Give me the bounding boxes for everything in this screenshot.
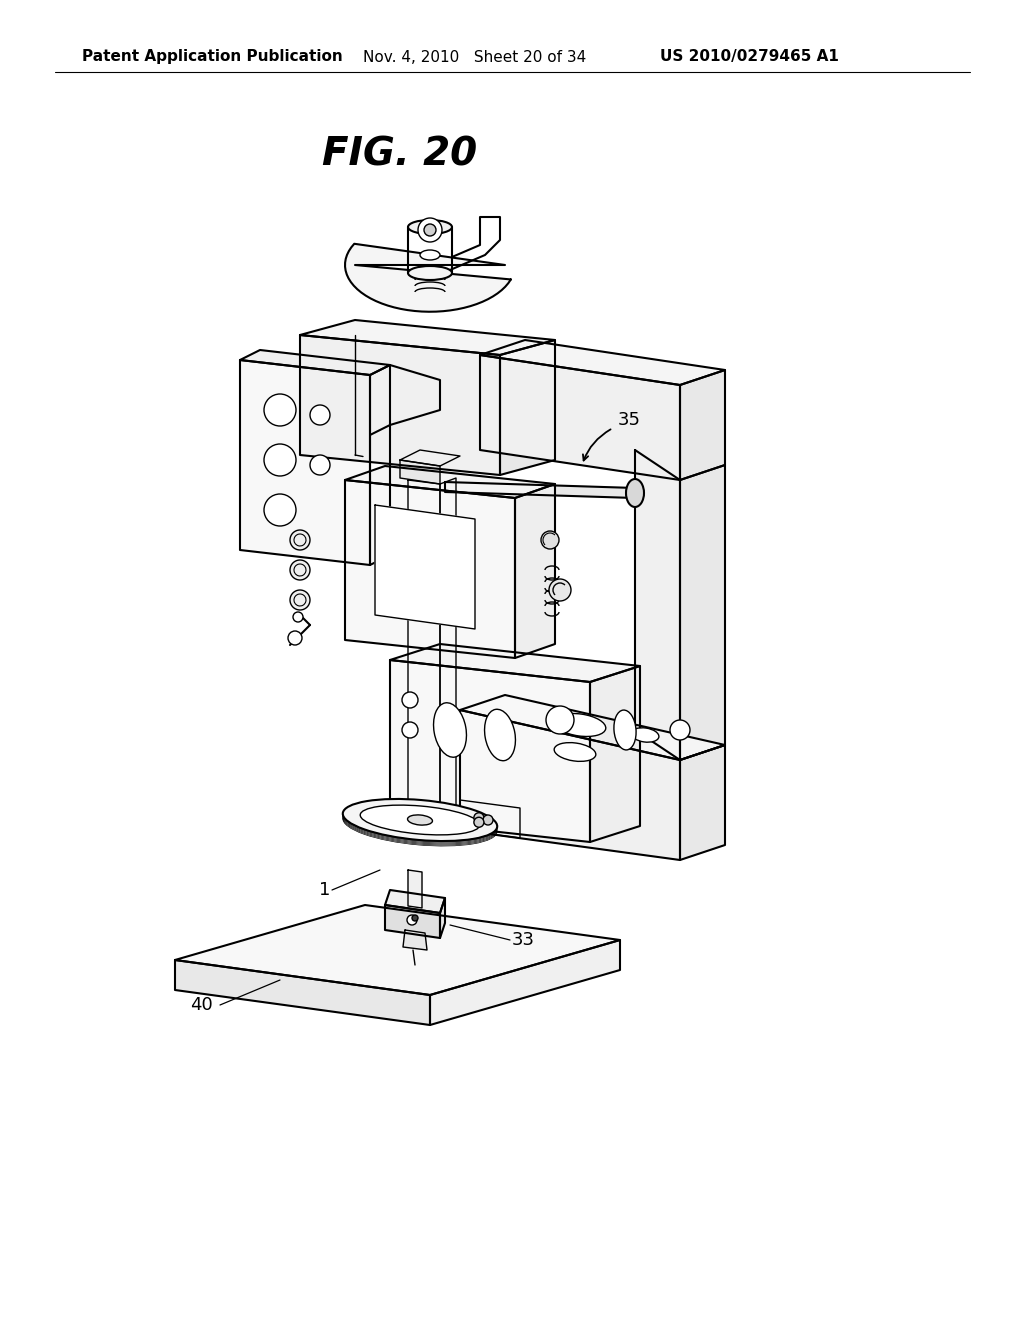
Polygon shape — [375, 506, 475, 630]
Ellipse shape — [360, 805, 480, 834]
Polygon shape — [445, 482, 635, 498]
Text: 40: 40 — [190, 997, 213, 1014]
Circle shape — [483, 814, 493, 825]
Polygon shape — [345, 466, 555, 498]
Polygon shape — [385, 906, 440, 939]
Ellipse shape — [420, 249, 440, 260]
Ellipse shape — [408, 220, 452, 234]
Circle shape — [290, 590, 310, 610]
Polygon shape — [460, 800, 520, 838]
Text: 35: 35 — [618, 411, 641, 429]
Circle shape — [474, 813, 484, 822]
Circle shape — [310, 455, 330, 475]
Polygon shape — [408, 480, 440, 824]
Ellipse shape — [554, 714, 606, 737]
Text: US 2010/0279465 A1: US 2010/0279465 A1 — [660, 49, 839, 65]
Polygon shape — [460, 710, 680, 861]
Circle shape — [546, 706, 574, 734]
Circle shape — [402, 722, 418, 738]
Polygon shape — [175, 906, 620, 995]
Circle shape — [418, 218, 442, 242]
Polygon shape — [345, 244, 511, 312]
Polygon shape — [403, 931, 427, 950]
Polygon shape — [440, 478, 456, 824]
Circle shape — [474, 817, 484, 828]
Circle shape — [288, 631, 302, 645]
Ellipse shape — [614, 710, 636, 750]
Circle shape — [541, 531, 559, 549]
Circle shape — [290, 560, 310, 579]
Circle shape — [310, 405, 330, 425]
Ellipse shape — [433, 702, 467, 758]
Ellipse shape — [408, 267, 452, 280]
Polygon shape — [390, 644, 640, 682]
Polygon shape — [408, 870, 422, 908]
Text: 1: 1 — [318, 880, 330, 899]
Polygon shape — [400, 450, 460, 466]
Polygon shape — [400, 459, 440, 484]
Polygon shape — [440, 898, 445, 939]
Circle shape — [424, 224, 436, 236]
Polygon shape — [240, 350, 390, 375]
Ellipse shape — [484, 709, 515, 760]
Polygon shape — [680, 465, 725, 760]
Polygon shape — [680, 744, 725, 861]
Circle shape — [264, 494, 296, 525]
Circle shape — [407, 915, 417, 925]
Ellipse shape — [343, 799, 498, 841]
Polygon shape — [240, 360, 370, 565]
Polygon shape — [680, 370, 725, 480]
Circle shape — [264, 444, 296, 477]
Text: Patent Application Publication: Patent Application Publication — [82, 49, 343, 65]
Polygon shape — [175, 960, 430, 1026]
Polygon shape — [500, 341, 555, 475]
Polygon shape — [385, 890, 445, 913]
Polygon shape — [430, 940, 620, 1026]
Text: 33: 33 — [512, 931, 535, 949]
Polygon shape — [345, 480, 515, 657]
Polygon shape — [635, 450, 680, 760]
Circle shape — [549, 579, 571, 601]
Circle shape — [264, 393, 296, 426]
Ellipse shape — [408, 814, 432, 825]
Circle shape — [293, 612, 303, 622]
Polygon shape — [460, 696, 725, 760]
Polygon shape — [390, 660, 590, 842]
Circle shape — [290, 531, 310, 550]
Ellipse shape — [554, 743, 596, 762]
Polygon shape — [300, 335, 500, 475]
Polygon shape — [590, 667, 640, 842]
Polygon shape — [300, 319, 555, 355]
Circle shape — [412, 915, 418, 921]
Polygon shape — [515, 484, 555, 657]
Ellipse shape — [631, 727, 658, 742]
Text: Nov. 4, 2010   Sheet 20 of 34: Nov. 4, 2010 Sheet 20 of 34 — [362, 49, 587, 65]
Circle shape — [670, 719, 690, 741]
Circle shape — [402, 692, 418, 708]
Polygon shape — [480, 355, 680, 480]
Ellipse shape — [626, 479, 644, 507]
Polygon shape — [480, 341, 725, 385]
Text: FIG. 20: FIG. 20 — [323, 136, 477, 174]
